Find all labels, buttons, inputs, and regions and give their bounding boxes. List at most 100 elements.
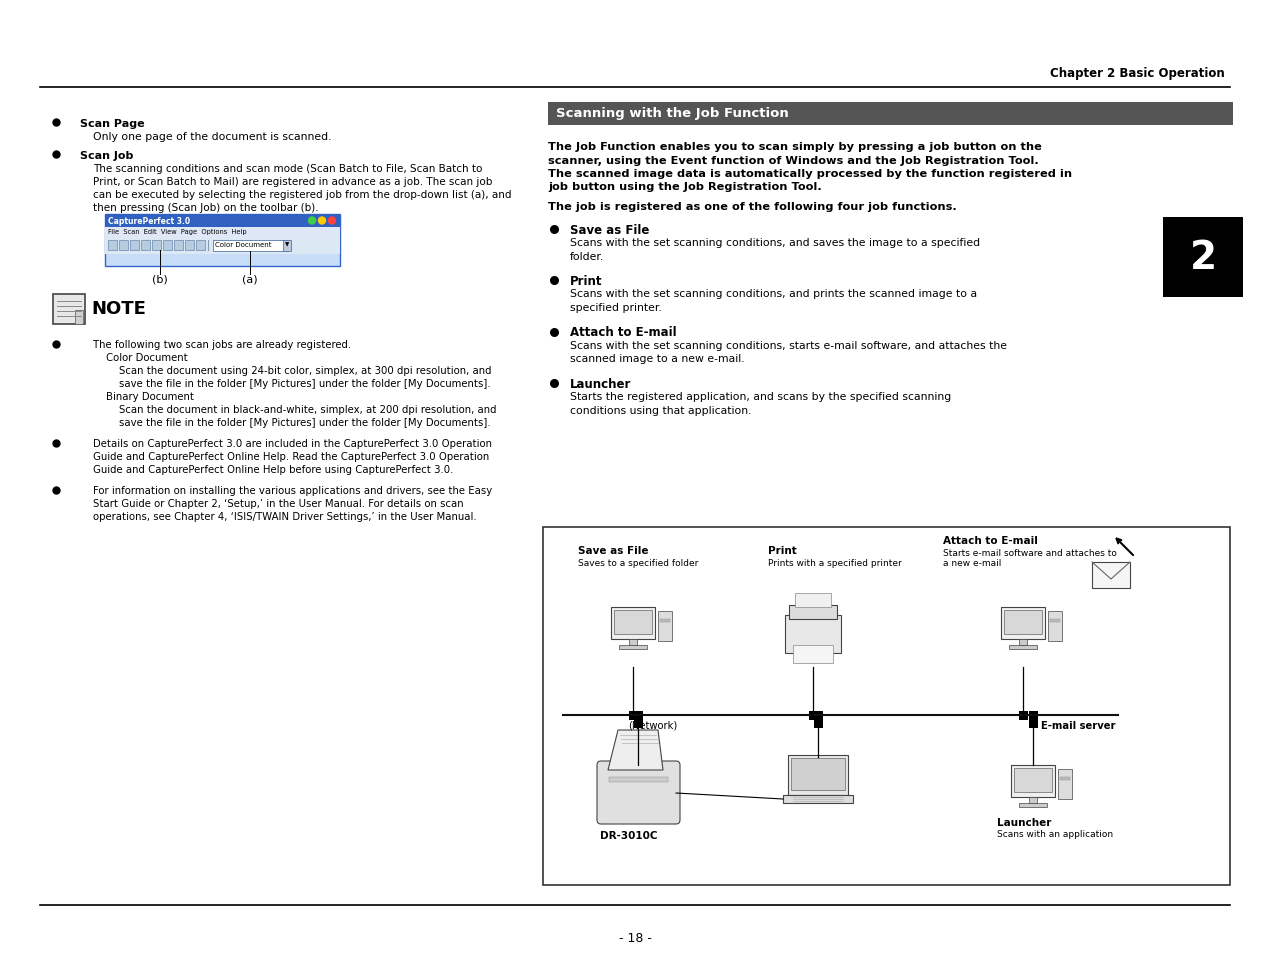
Text: (a): (a) [243,274,258,285]
Text: The job is registered as one of the following four job functions.: The job is registered as one of the foll… [547,202,956,212]
Bar [792,645,833,663]
Text: 2: 2 [1190,239,1217,276]
Text: Print, or Scan Batch to Mail) are registered in advance as a job. The scan job: Print, or Scan Batch to Mail) are regist… [93,177,493,187]
Bar [1011,765,1055,797]
Bar [1013,768,1052,792]
Bar [152,241,161,251]
Bar [163,241,171,251]
Bar [787,755,848,795]
Bar [105,214,340,267]
Bar [1060,778,1071,781]
Text: The scanning conditions and scan mode (Scan Batch to File, Scan Batch to: The scanning conditions and scan mode (S… [93,164,483,173]
Circle shape [329,218,335,225]
Bar [544,527,1231,885]
Text: CapturePerfect 3.0: CapturePerfect 3.0 [108,216,190,226]
Text: Print: Print [570,274,602,288]
Bar [185,241,194,251]
Text: scanner, using the Event function of Windows and the Job Registration Tool.: scanner, using the Event function of Win… [547,155,1039,165]
Text: Scan Job: Scan Job [80,151,133,161]
Bar [1019,711,1027,720]
Bar [785,616,841,654]
Text: Details on CapturePerfect 3.0 are included in the CapturePerfect 3.0 Operation: Details on CapturePerfect 3.0 are includ… [93,438,491,449]
Text: Attach to E-mail: Attach to E-mail [944,536,1038,545]
Bar [196,241,204,251]
Bar [629,639,638,645]
Bar [809,711,818,720]
Text: Scans with the set scanning conditions, and saves the image to a specified: Scans with the set scanning conditions, … [570,237,980,248]
Text: NOTE: NOTE [91,299,146,317]
Bar [213,241,288,252]
Text: Launcher: Launcher [997,817,1052,827]
Bar [105,228,340,239]
Bar [1001,607,1045,639]
Text: Prints with a specified printer: Prints with a specified printer [768,558,902,567]
Text: Guide and CapturePerfect Online Help. Read the CapturePerfect 3.0 Operation: Guide and CapturePerfect Online Help. Re… [93,452,489,461]
Text: Scan the document in black-and-white, simplex, at 200 dpi resolution, and: Scan the document in black-and-white, si… [93,405,497,415]
Text: can be executed by selecting the registered job from the drop-down list (a), and: can be executed by selecting the registe… [93,190,512,200]
Text: - 18 -: - 18 - [618,931,652,944]
Text: Start Guide or Chapter 2, ‘Setup,’ in the User Manual. For details on scan: Start Guide or Chapter 2, ‘Setup,’ in th… [93,498,464,509]
Bar [1029,797,1038,803]
Bar [613,610,652,635]
Bar [1092,562,1130,588]
Bar [634,720,643,728]
Bar [795,594,831,607]
Text: operations, see Chapter 4, ‘ISIS/TWAIN Driver Settings,’ in the User Manual.: operations, see Chapter 4, ‘ISIS/TWAIN D… [93,512,476,521]
Text: Save as File: Save as File [578,545,649,556]
Text: Scan the document using 24-bit color, simplex, at 300 dpi resolution, and: Scan the document using 24-bit color, si… [93,366,491,375]
Text: File  Scan  Edit  View  Page  Options  Help: File Scan Edit View Page Options Help [108,229,246,234]
Bar [130,241,138,251]
Bar [547,103,1233,126]
Text: save the file in the folder [My Pictures] under the folder [My Documents].: save the file in the folder [My Pictures… [93,417,490,428]
Text: Attach to E-mail: Attach to E-mail [570,326,677,339]
Text: (b): (b) [152,274,168,285]
Text: job button using the Job Registration Tool.: job button using the Job Registration To… [547,182,822,193]
Bar [105,214,340,228]
Text: DR-3010C: DR-3010C [599,830,658,841]
Text: Scans with an application: Scans with an application [997,829,1113,838]
Bar [141,241,150,251]
Text: Scans with the set scanning conditions, starts e-mail software, and attaches the: Scans with the set scanning conditions, … [570,340,1007,351]
Bar [634,711,643,720]
Text: ▼: ▼ [284,242,290,247]
Bar [1029,720,1038,728]
Text: scanned image to a new e-mail.: scanned image to a new e-mail. [570,355,744,364]
Text: Scanning with the Job Function: Scanning with the Job Function [556,108,789,120]
Text: Launcher: Launcher [570,377,631,391]
Text: Binary Document: Binary Document [93,392,194,401]
Text: folder.: folder. [570,252,605,261]
Bar [789,605,837,619]
Text: E-mail server: E-mail server [1041,720,1115,730]
FancyBboxPatch shape [597,761,679,824]
Text: Starts e-mail software and attaches to: Starts e-mail software and attaches to [944,548,1116,558]
Text: Guide and CapturePerfect Online Help before using CapturePerfect 3.0.: Guide and CapturePerfect Online Help bef… [93,464,453,475]
Text: save the file in the folder [My Pictures] under the folder [My Documents].: save the file in the folder [My Pictures… [93,378,490,389]
Text: Scans with the set scanning conditions, and prints the scanned image to a: Scans with the set scanning conditions, … [570,289,977,299]
Text: (Network): (Network) [627,720,677,730]
Text: Scan Page: Scan Page [80,119,145,129]
Bar [53,294,85,325]
Bar [1163,218,1243,297]
Bar [618,645,646,649]
Bar [1008,645,1038,649]
Bar [610,778,668,782]
Bar [1005,610,1041,635]
Text: Color Document: Color Document [93,353,188,363]
Text: The Job Function enables you to scan simply by pressing a job button on the: The Job Function enables you to scan sim… [547,142,1041,152]
Text: Only one page of the document is scanned.: Only one page of the document is scanned… [93,132,331,142]
Text: specified printer.: specified printer. [570,303,662,313]
Bar [784,795,853,803]
Text: Color Document: Color Document [215,242,272,248]
Bar [75,311,83,325]
Bar [283,241,291,252]
Bar [1048,612,1062,641]
Text: conditions using that application.: conditions using that application. [570,406,752,416]
Bar [814,711,823,720]
Bar [658,612,672,641]
Bar [629,711,638,720]
Circle shape [319,218,325,225]
Bar [660,619,671,622]
Polygon shape [608,730,663,770]
Bar [119,241,128,251]
Text: Chapter 2 Basic Operation: Chapter 2 Basic Operation [1050,67,1226,80]
